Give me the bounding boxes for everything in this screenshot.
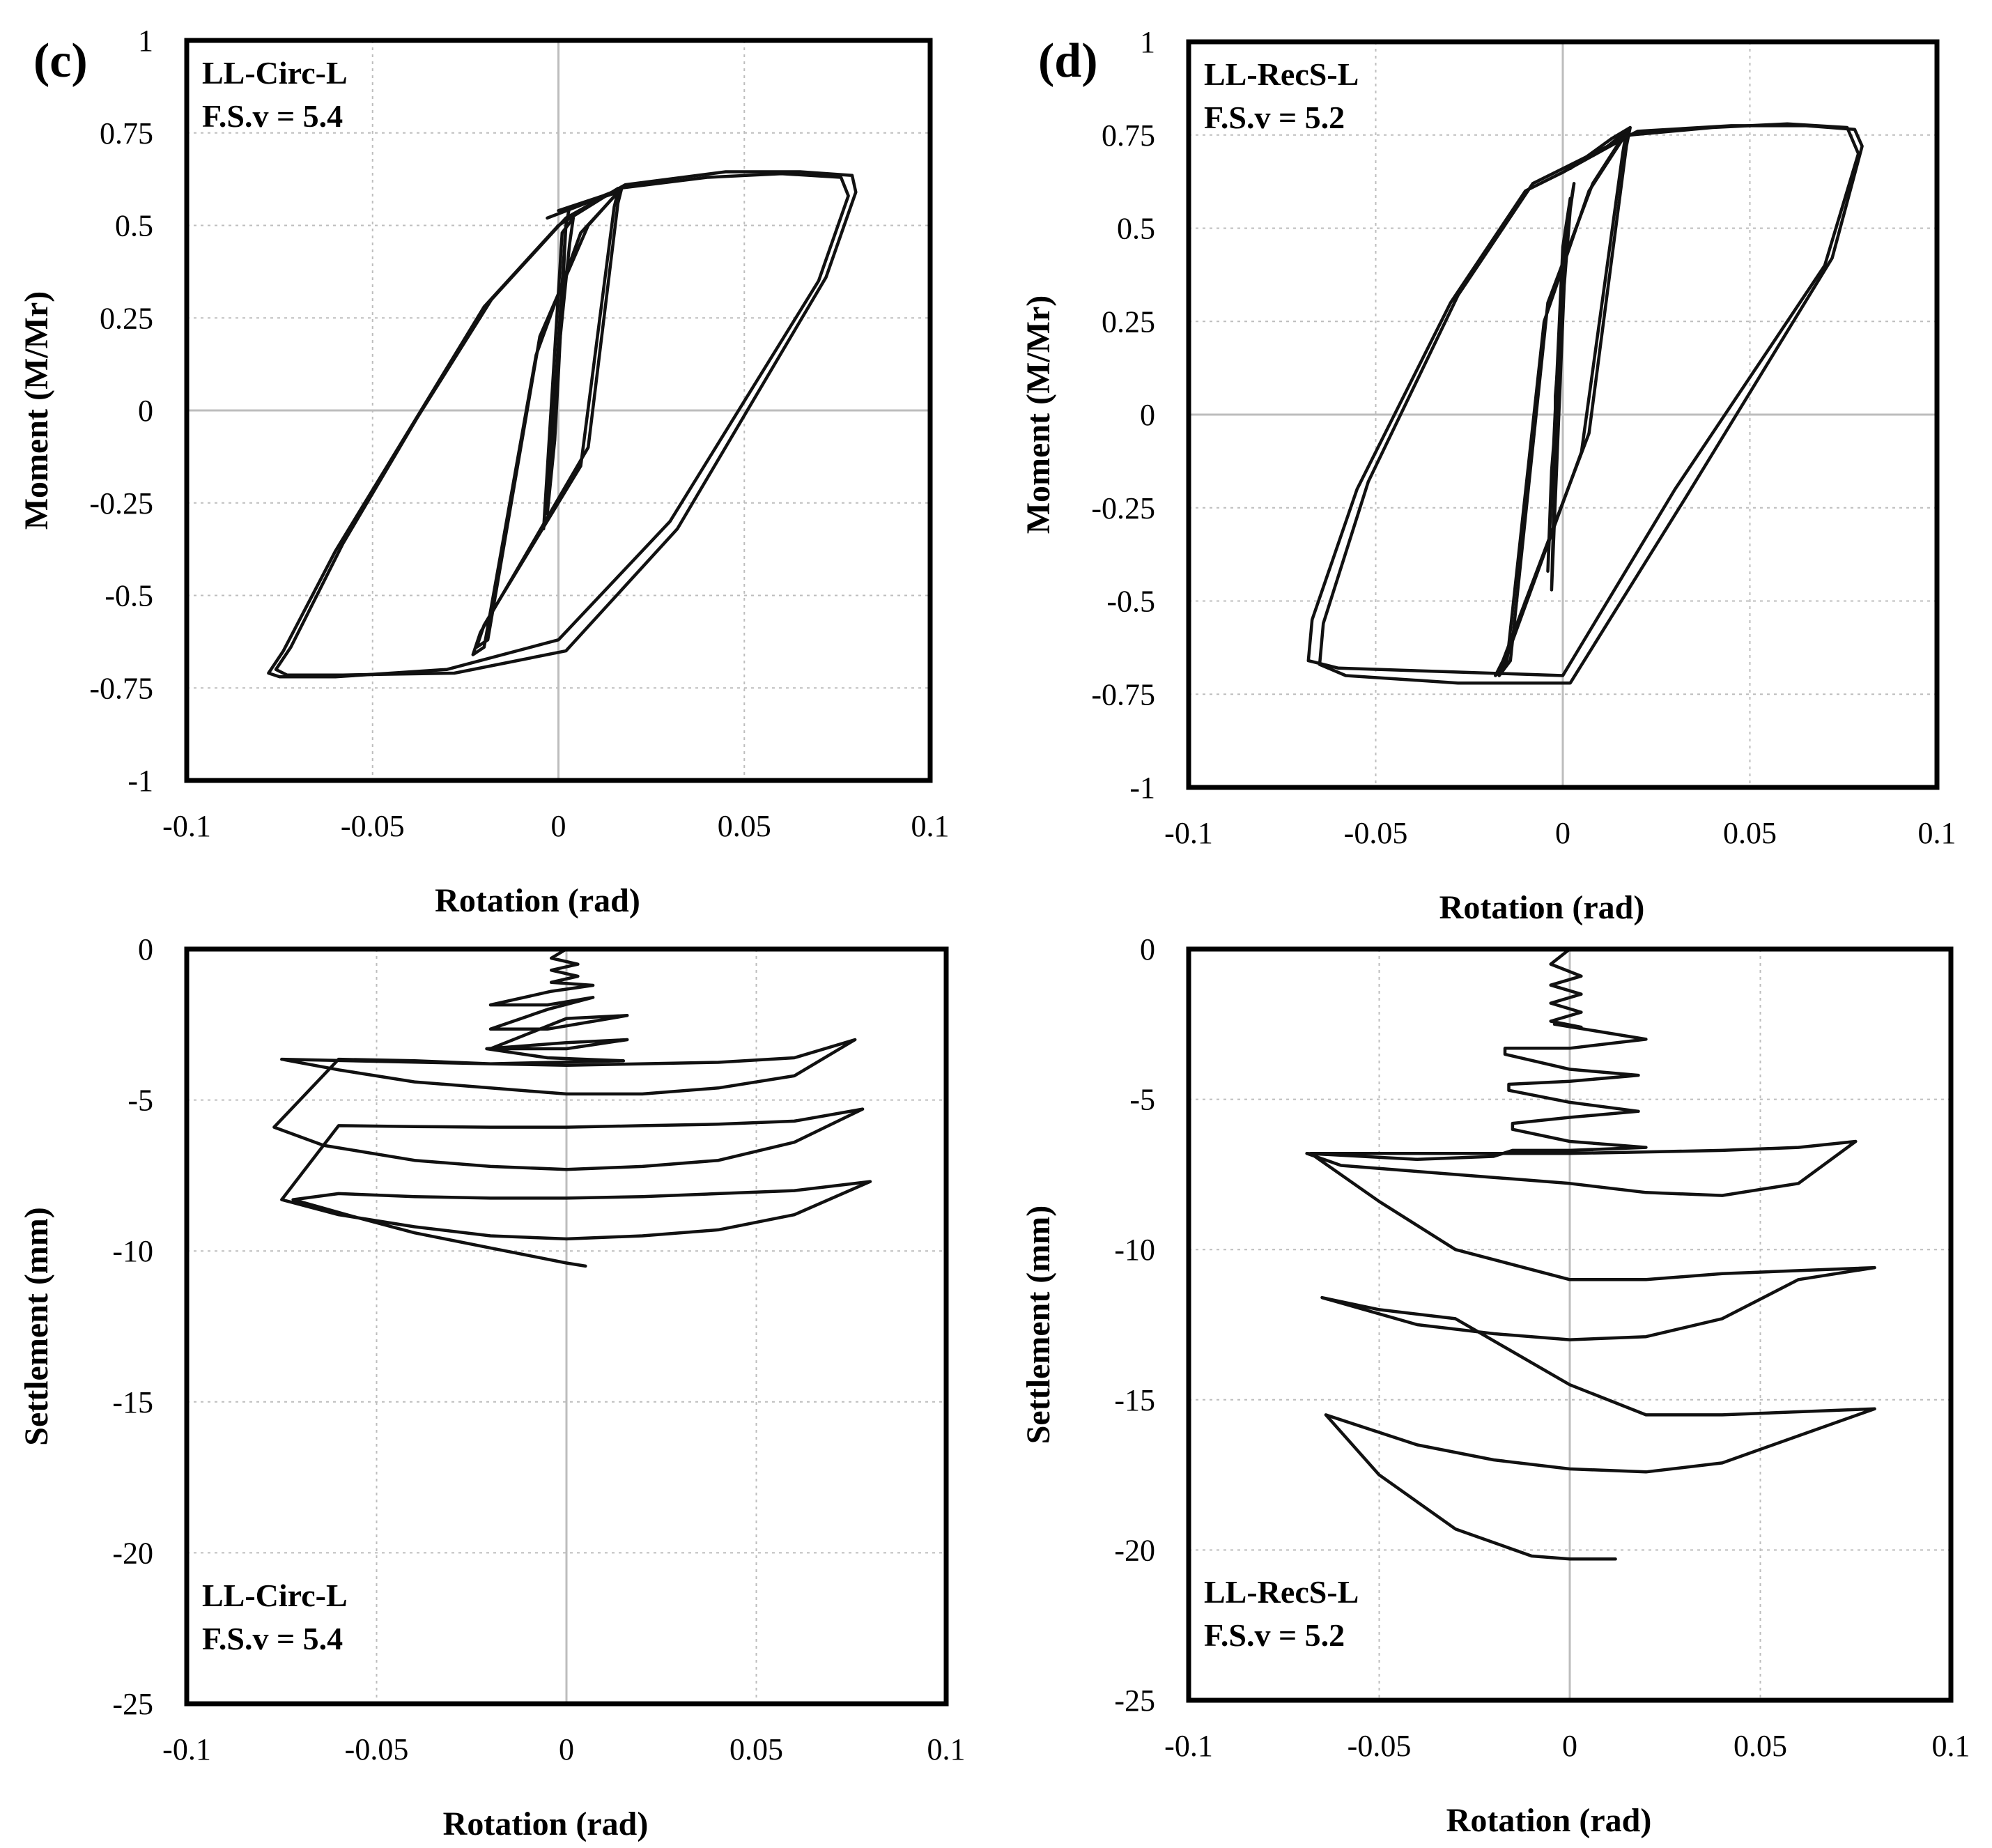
annotation-line: F.S.v = 5.2: [1204, 1617, 1345, 1653]
settlement-chart-c: 0 -5 -10 -15 -20 -25 -0.1 -0.05 0 0.05 0.1 Rotation…: [18, 932, 966, 1842]
y-tick-label: 0.5: [115, 209, 153, 243]
plot-frame: [184, 946, 949, 1707]
series-line-large-cycle-2: [1318, 124, 1864, 685]
y-tick-label: -10: [112, 1234, 153, 1268]
y-axis-title: Moment (M/Mr): [18, 291, 55, 530]
series-line-large-cycle-2: [274, 170, 858, 677]
x-tick-label: -0.1: [1164, 1729, 1213, 1763]
x-axis-title: Rotation (rad): [443, 1805, 649, 1842]
y-tick-label: 0.25: [100, 301, 153, 335]
y-tick-label: -0.75: [1091, 677, 1155, 711]
y-tick-label: -0.5: [105, 579, 153, 613]
plot-frame: [1186, 946, 1954, 1703]
annotation-line: F.S.v = 5.2: [1204, 100, 1345, 135]
x-tick-label: 0: [1562, 1729, 1577, 1763]
y-tick-label: 0.75: [1102, 118, 1155, 153]
annotation-line: LL-RecS-L: [1204, 56, 1359, 92]
x-tick-label: 0: [1555, 816, 1570, 850]
y-tick-label: 0.5: [1117, 212, 1155, 246]
x-tick-label: -0.1: [1164, 816, 1213, 850]
y-tick-label: 1: [1140, 25, 1155, 59]
y-axis-title: Settlement (mm): [1020, 1206, 1057, 1445]
x-tick-label: 0: [559, 1732, 574, 1766]
settlement-chart-d: 0 -5 -10 -15 -20 -25 -0.1 -0.05 0 0.05 0.1 Rotation…: [1020, 932, 1970, 1839]
y-axis-title: Settlement (mm): [18, 1207, 55, 1446]
y-tick-label: -20: [112, 1536, 153, 1570]
x-axis-title: Rotation (rad): [435, 882, 640, 919]
y-tick-label: 1: [138, 24, 153, 58]
x-tick-label: -0.05: [1348, 1729, 1412, 1763]
series-line-small-cycle-2: [1546, 197, 1572, 573]
moment-chart-d: 1 0.75 0.5 0.25 0 -0.25 -0.5 -0.75 -1 -0.1 -0.05 0 0…: [1020, 25, 1956, 926]
series-line-settlement-path: [1305, 947, 1876, 1561]
panel-label: (d): [1038, 34, 1098, 88]
x-tick-label: -0.05: [341, 809, 405, 843]
plot-frame: [184, 38, 933, 783]
x-tick-label: 0.05: [1734, 1729, 1787, 1763]
y-tick-label: -25: [1114, 1684, 1155, 1718]
x-tick-label: 0.1: [927, 1732, 966, 1766]
y-tick-label: -25: [112, 1687, 153, 1721]
y-tick-label: 0.25: [1102, 305, 1155, 339]
x-tick-label: 0: [551, 809, 566, 843]
annotation-line: LL-Circ-L: [202, 55, 348, 91]
y-tick-label: 0: [138, 394, 153, 428]
y-tick-label: -10: [1114, 1233, 1155, 1267]
y-tick-label: -0.25: [89, 486, 153, 521]
y-tick-label: 0: [1140, 398, 1155, 432]
y-axis-title: Moment (M/Mr): [1020, 295, 1057, 534]
x-tick-label: 0.05: [729, 1732, 783, 1766]
y-tick-label: -20: [1114, 1533, 1155, 1567]
y-tick-label: -0.5: [1106, 585, 1155, 619]
y-tick-label: -5: [128, 1084, 153, 1118]
y-tick-label: 0: [1140, 932, 1155, 967]
y-tick-label: -0.25: [1091, 491, 1155, 525]
x-tick-label: -0.1: [162, 809, 211, 843]
y-tick-label: -5: [1129, 1083, 1155, 1117]
x-tick-label: -0.05: [1344, 816, 1408, 850]
annotation-line: LL-Circ-L: [202, 1578, 348, 1613]
y-tick-label: -15: [112, 1385, 153, 1419]
x-tick-label: -0.1: [162, 1732, 211, 1766]
x-tick-label: -0.05: [345, 1732, 409, 1766]
x-tick-label: 0.05: [1723, 816, 1777, 850]
y-tick-label: 0: [138, 932, 153, 967]
y-tick-label: -15: [1114, 1383, 1155, 1417]
x-tick-label: 0.05: [718, 809, 771, 843]
annotation-line: F.S.v = 5.4: [202, 1621, 343, 1656]
series-line-medium-cycle-2: [1494, 125, 1632, 677]
y-tick-label: -0.75: [89, 671, 153, 705]
plot-frame: [1186, 39, 1940, 790]
y-tick-label: 0.75: [100, 116, 153, 151]
y-tick-label: -1: [128, 764, 153, 798]
series-line-medium-cycle-2: [471, 187, 624, 656]
series-line-small-cycle-2: [546, 205, 571, 516]
x-tick-label: 0.1: [1918, 816, 1956, 850]
y-tick-label: -1: [1129, 771, 1155, 805]
panel-label: (c): [33, 34, 88, 88]
annotation-line: F.S.v = 5.4: [202, 98, 343, 134]
x-axis-title: Rotation (rad): [1446, 1802, 1652, 1839]
x-tick-label: 0.1: [911, 809, 950, 843]
x-axis-title: Rotation (rad): [1439, 889, 1645, 926]
x-tick-label: 0.1: [1932, 1729, 1970, 1763]
series-line-small-cycle-1: [541, 216, 576, 531]
series-line-settlement-path: [272, 947, 872, 1268]
annotation-line: LL-RecS-L: [1204, 1574, 1359, 1610]
moment-chart-c: 1 0.75 0.5 0.25 0 -0.25 -0.5 -0.75 -1 -0.1 -0.05 0 0…: [18, 24, 950, 919]
